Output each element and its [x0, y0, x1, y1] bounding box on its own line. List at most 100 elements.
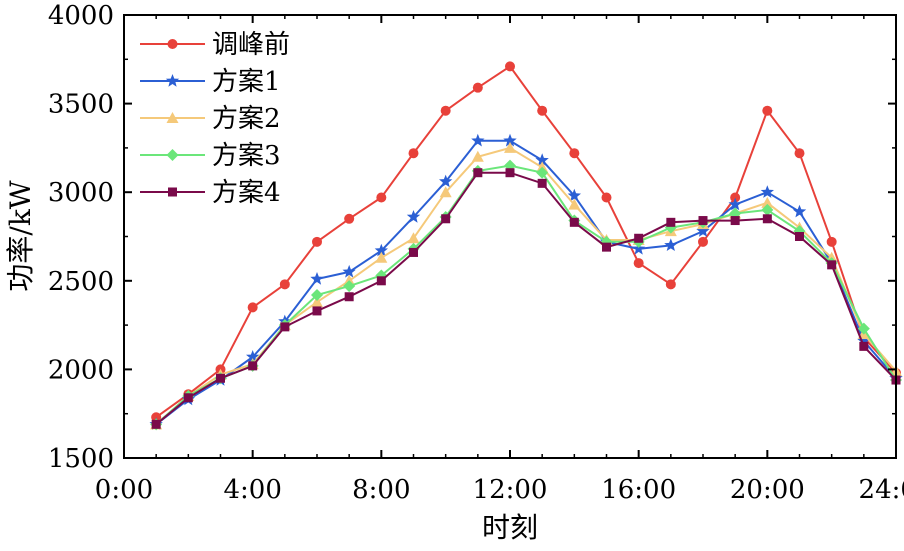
x-tick-label: 24:00 — [859, 475, 904, 505]
x-tick-label: 12:00 — [473, 475, 548, 505]
data-point — [536, 166, 549, 179]
data-point — [342, 264, 356, 278]
data-point — [280, 322, 290, 332]
data-point — [505, 168, 515, 178]
data-point — [761, 196, 774, 208]
legend-item: 方案2 — [140, 104, 281, 134]
data-point — [859, 341, 869, 351]
data-point — [857, 334, 871, 347]
data-point — [343, 280, 356, 293]
data-point — [216, 373, 225, 383]
data-point — [760, 185, 774, 198]
data-point — [537, 178, 547, 188]
data-point — [376, 276, 386, 286]
data-point — [666, 217, 676, 227]
series-5 — [151, 168, 901, 429]
legend-item: 方案4 — [140, 178, 281, 208]
series-line — [155, 139, 897, 426]
data-point — [408, 148, 419, 159]
legend-label: 方案1 — [212, 67, 281, 97]
data-point — [248, 361, 258, 371]
data-point — [472, 82, 483, 93]
data-point — [440, 105, 451, 116]
data-point — [505, 61, 515, 72]
data-point — [569, 148, 580, 159]
y-tick-label: 2500 — [48, 267, 114, 297]
data-point — [601, 192, 612, 203]
series-layer — [149, 61, 903, 431]
x-tick-label: 16:00 — [601, 475, 676, 505]
data-point — [568, 198, 581, 210]
data-point — [374, 243, 388, 257]
x-tick-label: 8:00 — [352, 475, 410, 505]
x-tick-label: 4:00 — [223, 475, 281, 505]
y-tick-label: 3000 — [48, 178, 114, 208]
x-tick-label: 0:00 — [95, 475, 153, 505]
data-point — [312, 236, 322, 247]
series-line — [155, 171, 897, 426]
data-point — [407, 232, 420, 244]
legend-item: 方案3 — [140, 141, 281, 171]
data-point — [167, 39, 178, 49]
y-tick-label: 4000 — [48, 1, 114, 31]
data-point — [166, 112, 179, 123]
data-point — [406, 210, 421, 223]
legend-label: 调峰前 — [212, 30, 290, 60]
data-point — [698, 236, 708, 247]
data-point — [633, 258, 644, 269]
series-line — [155, 65, 897, 419]
data-point — [473, 168, 483, 178]
data-point — [246, 350, 260, 363]
data-point — [151, 419, 161, 429]
data-point — [537, 105, 548, 116]
data-point — [376, 192, 387, 203]
data-point — [664, 238, 678, 251]
legend-label: 方案2 — [212, 104, 281, 134]
data-point — [698, 216, 708, 226]
x-axis-title: 时刻 — [482, 511, 538, 544]
data-point — [504, 141, 516, 153]
data-point — [439, 174, 453, 188]
y-tick-label: 3500 — [48, 90, 114, 120]
data-point — [375, 251, 388, 263]
data-point — [168, 187, 177, 197]
data-point — [632, 241, 646, 255]
data-point — [567, 188, 581, 202]
data-point — [344, 213, 355, 224]
data-point — [792, 204, 807, 218]
data-point — [826, 236, 837, 247]
data-point — [857, 322, 870, 335]
data-point — [151, 412, 162, 423]
legend-item: 调峰前 — [140, 30, 290, 60]
data-point — [166, 149, 179, 161]
data-point — [535, 153, 549, 166]
data-point — [634, 233, 644, 243]
data-point — [761, 203, 774, 216]
data-point — [311, 288, 323, 301]
data-point — [794, 148, 805, 159]
data-point — [795, 232, 804, 241]
y-axis-title: 功率/kW — [4, 180, 37, 291]
legend-item: 方案1 — [140, 67, 281, 97]
legend-label: 方案3 — [212, 141, 281, 171]
data-point — [183, 393, 193, 403]
data-point — [165, 74, 180, 87]
data-point — [247, 302, 258, 313]
data-point — [762, 214, 772, 224]
data-point — [439, 186, 452, 198]
data-point — [503, 133, 517, 147]
data-point — [471, 133, 485, 147]
data-point — [344, 292, 354, 302]
data-point — [665, 279, 676, 290]
data-point — [730, 216, 740, 226]
data-point — [471, 150, 484, 162]
data-point — [696, 224, 710, 237]
y-tick-label: 2000 — [48, 355, 114, 385]
x-tick-label: 20:00 — [730, 475, 805, 505]
data-point — [311, 296, 323, 308]
data-point — [569, 217, 579, 227]
data-point — [602, 242, 611, 252]
